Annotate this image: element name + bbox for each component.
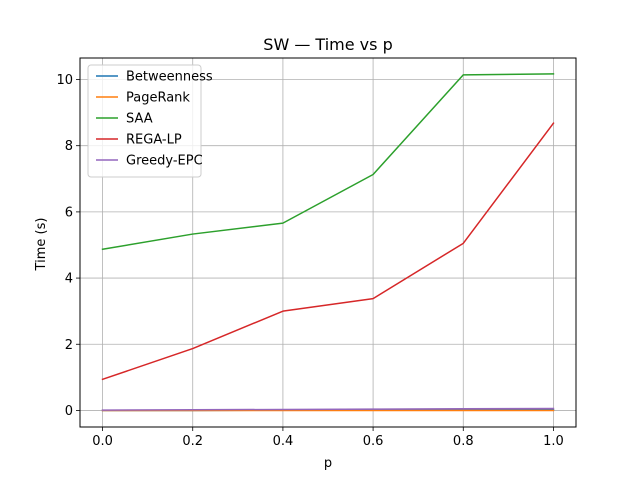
series-layer	[101, 73, 555, 412]
y-tick-label: 8	[65, 139, 73, 154]
legend-label: REGA-LP	[126, 133, 182, 148]
x-tick-label: 0.4	[273, 434, 294, 449]
x-tick-label: 1.0	[543, 434, 564, 449]
legend-label: SAA	[126, 112, 153, 127]
series-line-saa	[101, 73, 555, 251]
y-tick-label: 4	[65, 272, 73, 287]
y-tick-label: 0	[65, 404, 73, 419]
legend-label: PageRank	[126, 91, 190, 106]
legend-box	[87, 64, 202, 178]
y-axis-label: Time (s)	[34, 218, 49, 272]
x-tick-label: 0.8	[453, 434, 474, 449]
ticks: 0.0 0.2 0.4 0.6 0.8 1.0 0 2 4 6 8 10	[56, 73, 563, 449]
legend: Betweenness PageRank SAA REGA-LP Greedy-EPC	[87, 64, 213, 178]
x-tick-label: 0.0	[92, 434, 113, 449]
y-tick-label: 2	[65, 338, 73, 353]
chart-title: SW — Time vs p	[263, 35, 392, 54]
x-tick-label: 0.6	[363, 434, 384, 449]
axes-frame	[79, 57, 577, 428]
legend-label: Greedy-EPC	[126, 154, 203, 169]
legend-label: Betweenness	[126, 70, 213, 85]
series-line-rega-lp	[101, 122, 555, 381]
series-line-greedy-epc	[101, 407, 555, 411]
y-tick-label: 6	[65, 205, 73, 220]
x-axis-label: p	[324, 456, 332, 471]
y-tick-label: 10	[56, 73, 73, 88]
x-tick-label: 0.2	[182, 434, 203, 449]
